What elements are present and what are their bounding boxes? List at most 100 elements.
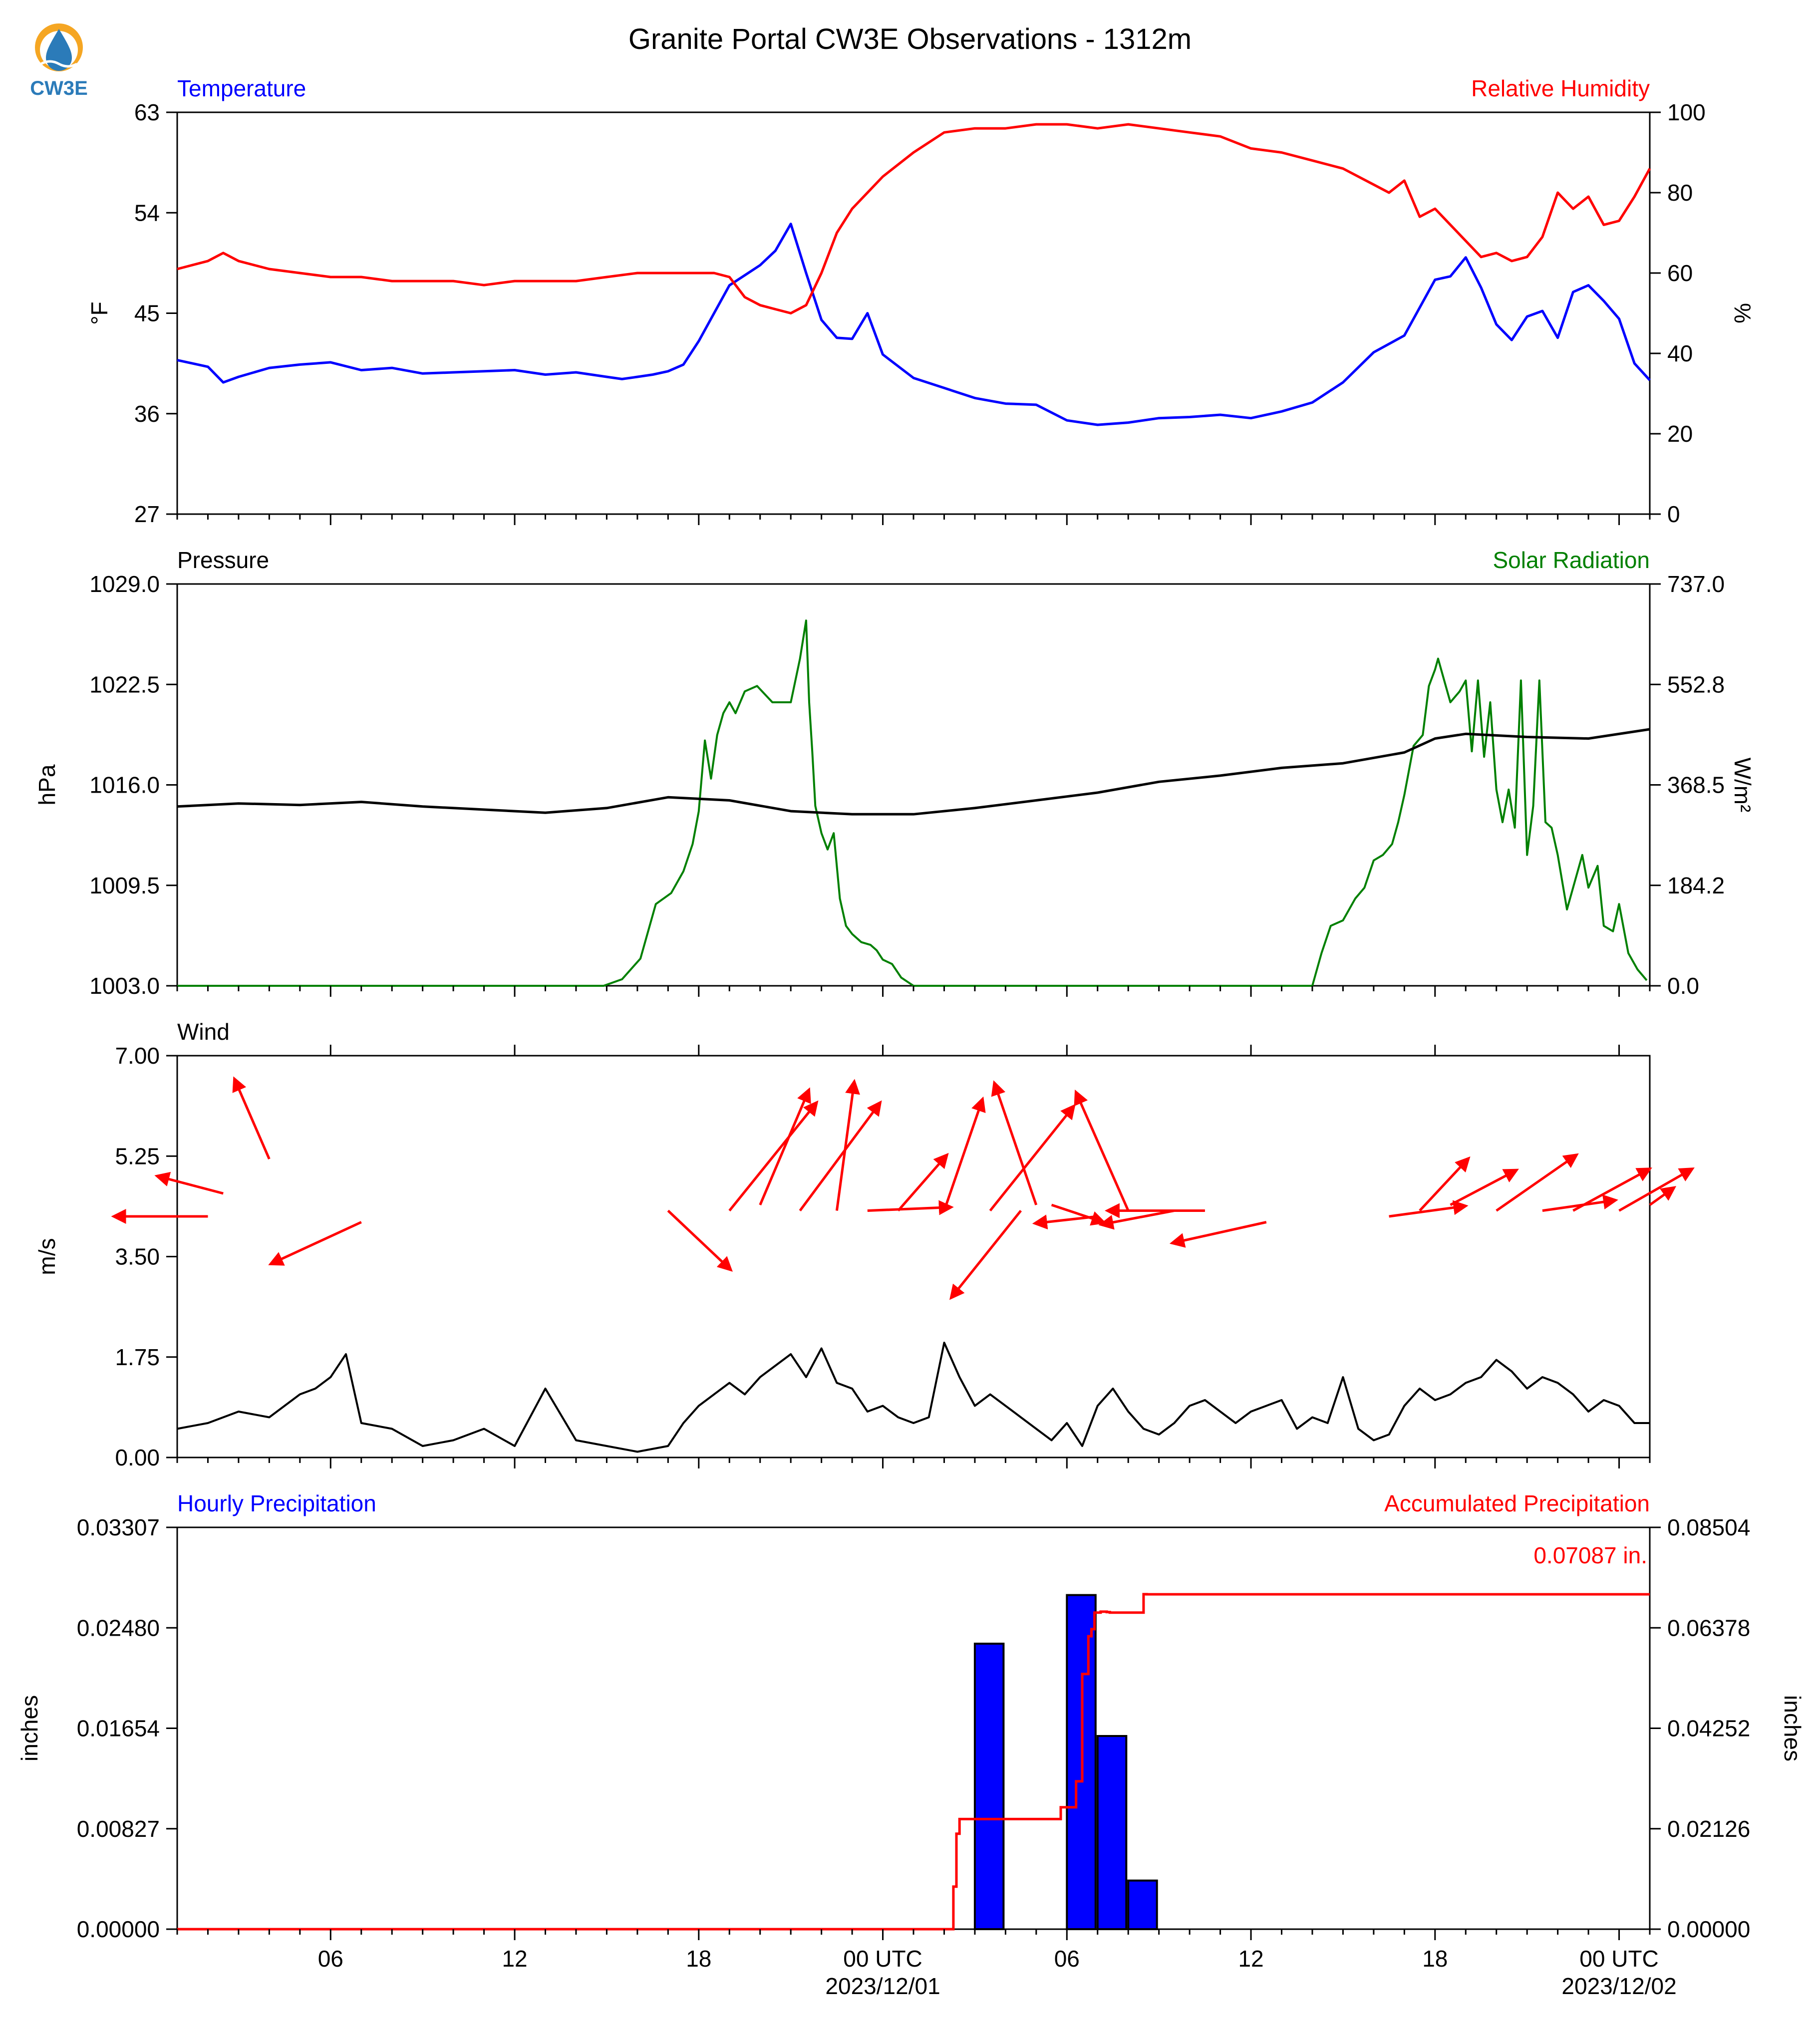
pressure-right-tick-label: 0.0 <box>1667 973 1699 999</box>
wind-left-axis-label: m/s <box>34 1238 60 1275</box>
accumulated-precip-line <box>177 1593 1650 1931</box>
x-tick-label: 12 <box>1238 1946 1263 1972</box>
precip-right-tick-label: 0.06378 <box>1667 1615 1750 1641</box>
x-tick-label: 00 UTC <box>1579 1946 1658 1972</box>
pressure-left-tick-label: 1009.5 <box>89 872 160 898</box>
pressure-right-tick-label: 737.0 <box>1667 571 1725 597</box>
temperature-panel: 27 36 45 54 63 0 20 40 60 80 100 Temperature Relativ… <box>86 75 1756 527</box>
wind-left-tick-label: 0.00 <box>115 1445 160 1470</box>
precip-left-tick-label: 0.02480 <box>77 1615 160 1641</box>
wind-vector-arrow <box>1051 1203 1107 1226</box>
temperature-right-tick-label: 20 <box>1667 421 1693 447</box>
temperature-right-title: Relative Humidity <box>1471 75 1650 101</box>
wind-vector-arrow <box>1496 1153 1579 1212</box>
wind-vector-arrow <box>835 1079 860 1211</box>
temperature-left-tick-label: 27 <box>134 501 160 527</box>
wind-left-tick-label: 1.75 <box>115 1344 160 1370</box>
temperature-right-tick-label: 0 <box>1667 501 1680 527</box>
x-tick-label: 06 <box>1054 1946 1080 1972</box>
wind-vector-arrow <box>154 1171 224 1195</box>
wind-vector-arrow <box>991 1080 1038 1205</box>
panels: 27 36 45 54 63 0 20 40 60 80 100 Temperature Relativ… <box>16 75 1806 1999</box>
wind-vector-arrow <box>867 1200 954 1215</box>
wind-vector-arrow <box>728 1100 819 1212</box>
date-label: 2023/12/01 <box>825 1973 940 1999</box>
wind-vector-arrow <box>1572 1167 1652 1212</box>
precip-left-tick-label: 0.00827 <box>77 1816 160 1842</box>
x-tick-label: 18 <box>1422 1946 1448 1972</box>
hourly-precip-bar <box>1127 1879 1158 1931</box>
x-tick-label: 06 <box>318 1946 343 1972</box>
date-label: 2023/12/02 <box>1561 1973 1676 1999</box>
wind-vector-arrow <box>1419 1156 1471 1212</box>
wind-left-tick-label: 7.00 <box>115 1043 160 1069</box>
pressure-left-title: Pressure <box>177 547 269 573</box>
precip-left-tick-label: 0.01654 <box>77 1716 160 1741</box>
temperature-right-tick-label: 100 <box>1667 99 1706 125</box>
wind-vector-arrow <box>1169 1221 1267 1248</box>
wind-vector-arrow <box>1450 1168 1519 1206</box>
temperature-line <box>177 223 1651 426</box>
wind-vector-arrow <box>1542 1194 1618 1212</box>
hourly-precip-bar <box>973 1643 1005 1930</box>
precip-right-tick-label: 0.04252 <box>1667 1716 1750 1741</box>
pressure-right-title: Solar Radiation <box>1493 547 1650 573</box>
temperature-left-tick-label: 63 <box>134 99 160 125</box>
pressure-line <box>177 728 1650 816</box>
wind-vector-arrow <box>897 1153 949 1212</box>
cw3e-logo: CW3E <box>30 23 88 99</box>
pressure-right-axis-label: W/m² <box>1730 758 1756 813</box>
wind-vector-arrow <box>1649 1186 1677 1206</box>
wind-vector-arrow <box>667 1209 733 1272</box>
wind-vector-arrow <box>989 1104 1076 1212</box>
precip-left-tick-label: 0.00000 <box>77 1916 160 1942</box>
wind-vector-arrow <box>943 1096 986 1211</box>
chart-title: Granite Portal CW3E Observations - 1312m <box>628 23 1192 55</box>
precip-left-axis-label: inches <box>16 1695 42 1761</box>
logo-text: CW3E <box>30 77 88 99</box>
temperature-left-axis-label: °F <box>86 301 112 325</box>
pressure-right-tick-label: 552.8 <box>1667 671 1725 697</box>
pressure-right-tick-label: 184.2 <box>1667 872 1725 898</box>
temperature-left-tick-label: 54 <box>134 200 160 226</box>
wind-left-title: Wind <box>177 1019 230 1045</box>
precip-right-axis-label: inches <box>1780 1695 1806 1761</box>
hourly-precip-bar <box>1096 1735 1128 1930</box>
x-tick-label: 18 <box>686 1946 711 1972</box>
precip-right-tick-label: 0.02126 <box>1667 1816 1750 1842</box>
pressure-right-tick-label: 368.5 <box>1667 772 1725 798</box>
wind-vector-arrow <box>949 1209 1022 1300</box>
pressure-left-tick-label: 1016.0 <box>89 772 160 798</box>
precip-left-title: Hourly Precipitation <box>177 1490 376 1516</box>
temperature-right-tick-label: 80 <box>1667 180 1693 206</box>
pressure-left-tick-label: 1022.5 <box>89 671 160 697</box>
precip-right-tick-label: 0.08504 <box>1667 1514 1750 1540</box>
relative-humidity-line <box>177 123 1651 314</box>
wind-left-tick-label: 3.50 <box>115 1244 160 1270</box>
wind-vector-arrow <box>268 1221 362 1266</box>
wind-left-tick-label: 5.25 <box>115 1143 160 1169</box>
wind-vector-arrow <box>759 1087 811 1205</box>
wind-vector-arrow <box>1098 1209 1175 1230</box>
temperature-left-tick-label: 36 <box>134 401 160 427</box>
logo-wave-icon <box>40 60 78 68</box>
x-tick-label: 00 UTC <box>843 1946 922 1972</box>
solar-radiation-line <box>177 619 1648 987</box>
temperature-left-title: Temperature <box>177 75 306 101</box>
temperature-right-tick-label: 40 <box>1667 340 1693 366</box>
accumulated-total-label: 0.07087 in. <box>1533 1542 1647 1568</box>
wind-vector-arrow <box>1618 1167 1695 1212</box>
wind-vector-arrow <box>799 1100 882 1211</box>
pressure-left-tick-label: 1029.0 <box>89 571 160 597</box>
pressure-left-tick-label: 1003.0 <box>89 973 160 999</box>
pressure-left-axis-label: hPa <box>34 764 60 805</box>
temperature-right-axis-label: % <box>1730 303 1756 323</box>
wind-speed-line <box>177 1342 1650 1453</box>
x-tick-label: 12 <box>502 1946 527 1972</box>
wind-vector-arrow <box>232 1076 271 1159</box>
wind-panel: 0.00 1.75 3.50 5.25 7.00 Wind m/s <box>34 1019 1695 1470</box>
pressure-panel: 1003.0 1009.5 1016.0 1022.5 1029.0 0.0 184.2 36… <box>34 547 1756 999</box>
wind-vector-arrow <box>1032 1214 1098 1230</box>
